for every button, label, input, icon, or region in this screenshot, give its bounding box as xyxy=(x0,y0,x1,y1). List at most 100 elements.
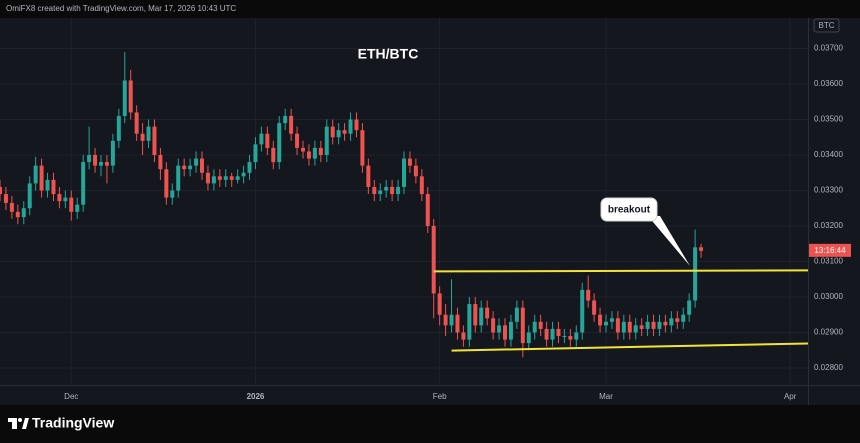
candle-body xyxy=(461,332,466,340)
candle-body xyxy=(384,186,389,191)
x-tick-label: Apr xyxy=(784,392,797,401)
candle-body xyxy=(3,194,8,203)
candle-body xyxy=(27,183,32,209)
y-tick-label: 0.03700 xyxy=(814,44,843,53)
candle-body xyxy=(318,147,323,156)
candle-body xyxy=(437,293,442,315)
candle-body xyxy=(223,176,228,180)
candle-body xyxy=(301,147,305,152)
candle-body xyxy=(277,123,282,163)
candle-body xyxy=(609,318,614,322)
candle-body xyxy=(687,300,692,315)
plot xyxy=(0,52,808,358)
candle-body xyxy=(621,321,626,333)
countdown: 13:16:44 xyxy=(814,246,846,255)
candle-body xyxy=(164,169,169,198)
candle-body xyxy=(633,325,638,333)
header-bar xyxy=(0,0,860,18)
candle-body xyxy=(508,321,513,340)
candle-body xyxy=(627,321,632,333)
candle-body xyxy=(592,300,597,315)
trendline xyxy=(433,269,808,273)
candle-body xyxy=(259,133,264,145)
candle-body xyxy=(342,130,347,134)
candle-body xyxy=(449,314,454,326)
annotation-text: breakout xyxy=(608,205,651,216)
candle-body xyxy=(194,158,199,166)
candle-body xyxy=(217,176,222,180)
candle-body xyxy=(497,325,502,333)
candle-body xyxy=(211,176,216,184)
candle-body xyxy=(283,115,288,124)
candle-body xyxy=(520,307,525,344)
currency: BTC xyxy=(819,21,835,30)
candle-body xyxy=(104,162,109,166)
candle-body xyxy=(45,179,50,191)
candle-body xyxy=(378,190,383,195)
candle-body xyxy=(152,126,157,156)
candle-body xyxy=(574,332,579,340)
candle-body xyxy=(63,197,68,202)
y-tick-label: 0.03500 xyxy=(814,115,843,124)
candle-body xyxy=(675,318,680,322)
logo-mark xyxy=(12,418,17,429)
candle-body xyxy=(306,151,311,159)
candle-body xyxy=(366,165,371,187)
y-tick-label: 0.03600 xyxy=(814,79,843,88)
candle-body xyxy=(443,314,448,326)
candle-body xyxy=(419,176,424,195)
candle-body xyxy=(87,155,92,163)
candle-body xyxy=(657,321,662,329)
y-tick-label: 0.02800 xyxy=(814,363,843,372)
chart-title: ETH/BTC xyxy=(358,46,419,62)
candle-body xyxy=(33,165,38,184)
candle-body xyxy=(651,321,656,329)
candle-body xyxy=(580,289,585,333)
candle-body xyxy=(324,126,329,156)
candle-body xyxy=(182,165,187,170)
annotation-pointer xyxy=(648,216,690,266)
candle-body xyxy=(330,126,335,138)
trendline xyxy=(451,342,808,352)
candle-body xyxy=(615,318,620,333)
candle-body xyxy=(140,133,145,141)
candle-body xyxy=(407,158,412,166)
candle-body xyxy=(253,144,258,163)
candle-body xyxy=(556,328,561,337)
candle-body xyxy=(639,325,644,329)
currency-box xyxy=(813,18,840,33)
candle-body xyxy=(99,162,103,166)
candle-body xyxy=(360,130,365,166)
candle-body xyxy=(467,304,472,340)
candle-body xyxy=(241,172,246,177)
candle-body xyxy=(235,176,240,180)
candle-body xyxy=(390,186,395,195)
candle-body xyxy=(289,115,294,134)
candle-body xyxy=(0,186,2,195)
x-tick-label: Feb xyxy=(433,392,447,401)
logo-mark xyxy=(18,418,22,422)
candle-body xyxy=(413,165,418,177)
candle-body xyxy=(128,80,133,113)
annotation: breakout xyxy=(600,197,690,266)
candle-body xyxy=(336,130,341,138)
candle-body xyxy=(122,80,127,116)
candle-body xyxy=(402,158,406,187)
candle-body xyxy=(75,204,80,212)
candle-body xyxy=(200,158,204,173)
candle-body xyxy=(146,126,151,141)
candle-body xyxy=(312,147,317,159)
footer-text: TradingView xyxy=(32,415,114,431)
y-tick-label: 0.03200 xyxy=(814,221,843,230)
candle-body xyxy=(491,318,496,333)
candle-body xyxy=(295,133,300,148)
header-text: OmiFX8 created with TradingView.com, Mar… xyxy=(6,4,236,13)
candle-body xyxy=(693,247,698,301)
candle-body xyxy=(479,307,484,326)
candle-body xyxy=(562,336,567,338)
candle-body xyxy=(473,304,478,326)
candle-body xyxy=(93,155,98,166)
candle-body xyxy=(598,314,603,326)
y-tick-label: 0.03400 xyxy=(814,150,843,159)
